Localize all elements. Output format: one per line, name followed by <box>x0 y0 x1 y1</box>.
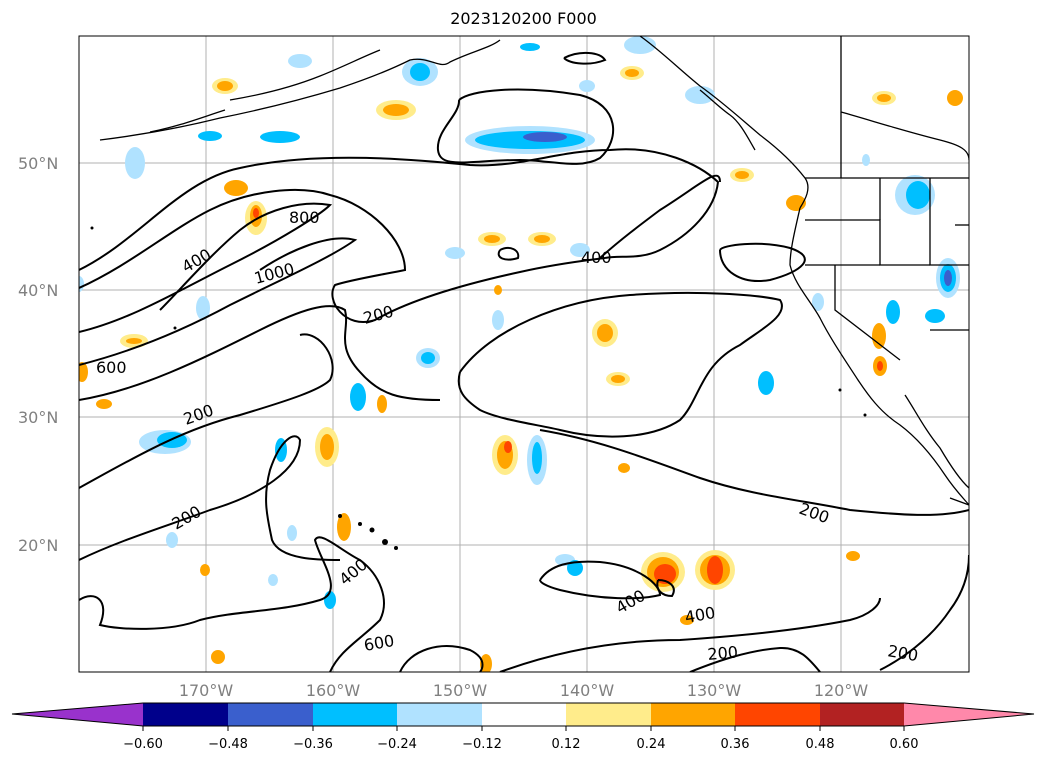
colorbar-tick-label: −0.24 <box>377 737 417 752</box>
colorbar-tick-label: −0.36 <box>293 737 333 752</box>
colorbar-ticks <box>142 726 905 731</box>
colorbar-tick-label: 0.48 <box>806 737 835 752</box>
coastlines <box>99 36 969 506</box>
colorbar-tick-label: 0.12 <box>552 737 581 752</box>
colorbar-segment <box>820 703 904 726</box>
contour-label: 800 <box>289 208 320 227</box>
colorbar-segment <box>397 703 482 726</box>
lon-label: 140°W <box>560 681 615 700</box>
colorbar-segment <box>651 703 735 726</box>
colorbar-segment <box>313 703 397 726</box>
lat-label: 40°N <box>18 281 58 300</box>
lat-label: 30°N <box>18 408 58 427</box>
lon-label: 130°W <box>687 681 742 700</box>
colorbar-segment <box>566 703 651 726</box>
lat-label: 20°N <box>18 536 58 555</box>
colorbar-tick-label: 0.24 <box>637 737 666 752</box>
colorbar-tick-label: 0.36 <box>721 737 750 752</box>
colorbar-tick-label: 0.60 <box>890 737 919 752</box>
lon-tick-labels: 170°W 160°W 150°W 140°W 130°W 120°W <box>179 681 869 700</box>
colorbar-segment <box>735 703 820 726</box>
colorbar-extend-low <box>12 703 143 726</box>
map-title: 2023120200 F000 <box>450 9 597 28</box>
contour-label: 400 <box>581 248 612 267</box>
map-border <box>78 35 970 673</box>
lat-label: 50°N <box>18 154 58 173</box>
lon-label: 120°W <box>814 681 869 700</box>
colorbar-extend-high <box>904 703 1034 726</box>
colorbar-segment <box>228 703 313 726</box>
colorbar: −0.60 −0.48 −0.36 −0.24 −0.12 0.12 0.24 … <box>11 702 1035 752</box>
colorbar-tick-label: −0.12 <box>462 737 502 752</box>
colorbar-tick-label: −0.48 <box>208 737 248 752</box>
colorbar-tick-label: −0.60 <box>123 737 163 752</box>
islands <box>90 226 867 550</box>
colorbar-segment <box>482 703 566 726</box>
lat-tick-labels: 50°N 40°N 30°N 20°N <box>18 154 58 555</box>
contour-label: 200 <box>707 642 739 664</box>
lon-label: 150°W <box>433 681 488 700</box>
contour-label: 600 <box>96 358 127 377</box>
colorbar-segment <box>143 703 228 726</box>
lon-label: 170°W <box>179 681 234 700</box>
contour-lines <box>79 52 969 672</box>
lon-label: 160°W <box>306 681 361 700</box>
